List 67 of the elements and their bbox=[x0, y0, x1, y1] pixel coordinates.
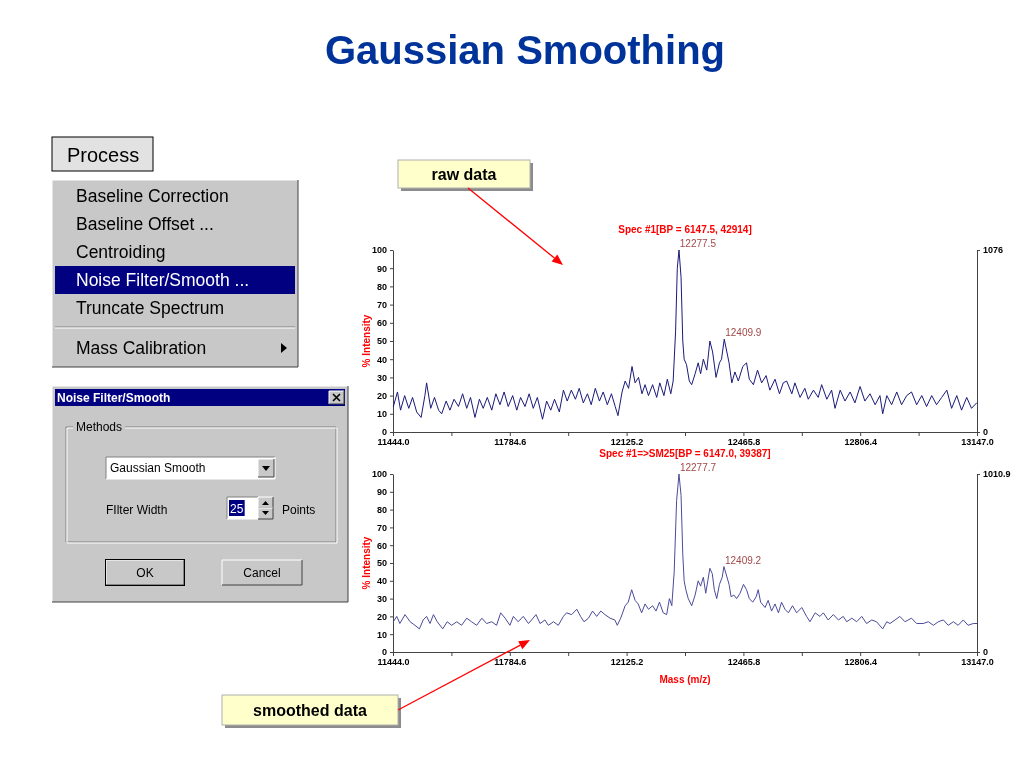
ok-button: OK bbox=[105, 559, 185, 586]
x-tick-label: 12806.4 bbox=[844, 437, 877, 448]
y-tick-label: 90 bbox=[376, 487, 387, 498]
dropdown-field: Gaussian Smooth bbox=[105, 456, 276, 480]
y-tick-label: 40 bbox=[376, 576, 387, 587]
text: FIlter Width bbox=[106, 503, 168, 517]
x-tick-label: 11444.0 bbox=[377, 657, 410, 668]
text: Methods bbox=[76, 420, 123, 434]
x-tick-label: 12125.2 bbox=[610, 437, 644, 448]
y-tick-label: 10 bbox=[376, 629, 387, 640]
y-tick-label: 70 bbox=[376, 299, 387, 310]
y-tick-label: 80 bbox=[376, 504, 387, 515]
y-tick-label: 70 bbox=[376, 522, 387, 533]
y-tick-label: 20 bbox=[376, 611, 387, 622]
dialog-header: Noise Filter/Smooth bbox=[55, 389, 345, 406]
text: Baseline Offset ... bbox=[76, 214, 214, 234]
text: Gaussian Smoothing bbox=[324, 28, 726, 72]
text-field: 25 bbox=[226, 496, 259, 520]
x-tick-label: 13147.0 bbox=[961, 437, 994, 448]
y2-tick-label: 1010.9 bbox=[983, 469, 1011, 480]
text: Baseline Correction bbox=[76, 186, 229, 206]
y-tick-label: 0 bbox=[381, 647, 387, 658]
chart-title: Spec #1[BP = 6147.5, 42914] bbox=[618, 224, 752, 235]
menu-button: Process bbox=[51, 136, 154, 172]
x-tick-label: 11444.0 bbox=[377, 437, 410, 448]
y2-tick-label: 1076 bbox=[983, 245, 1004, 256]
y-axis-title: % Intensity bbox=[361, 536, 372, 590]
chart-title: Spec #1=>SM25[BP = 6147.0, 39387] bbox=[599, 448, 771, 459]
text: Centroiding bbox=[76, 242, 166, 262]
line-series bbox=[392, 473, 978, 630]
y-tick-label: 90 bbox=[376, 263, 387, 274]
y2-tick-label: 0 bbox=[983, 427, 989, 438]
y-axis-title: % Intensity bbox=[361, 314, 372, 368]
x-tick-label: 12465.8 bbox=[727, 657, 761, 668]
y-tick-label: 80 bbox=[376, 281, 387, 292]
y-tick-label: 30 bbox=[376, 372, 387, 383]
y-tick-label: 100 bbox=[371, 245, 387, 256]
y-tick-label: 30 bbox=[376, 593, 387, 604]
y-tick-label: 50 bbox=[376, 336, 387, 347]
x-axis-title: Mass (m/z) bbox=[659, 674, 711, 685]
y-tick-label: 20 bbox=[376, 390, 387, 401]
callout-box: smoothed data bbox=[221, 694, 401, 728]
y-tick-label: 40 bbox=[376, 354, 387, 365]
x-tick-label: 11784.6 bbox=[494, 657, 527, 668]
cancel-button: Cancel bbox=[221, 559, 303, 586]
annotation: 12277.5 bbox=[679, 238, 717, 249]
annotation: 12409.2 bbox=[724, 554, 762, 566]
annotation: 12277.7 bbox=[679, 462, 717, 473]
x-tick-label: 12806.4 bbox=[844, 657, 877, 668]
text: Truncate Spectrum bbox=[76, 298, 225, 318]
x-tick-label: 12465.8 bbox=[727, 437, 761, 448]
line-series bbox=[392, 249, 978, 420]
callout-box: raw data bbox=[397, 159, 533, 191]
y-tick-label: 10 bbox=[376, 409, 387, 420]
x-tick-label: 11784.6 bbox=[494, 437, 527, 448]
y2-tick-label: 0 bbox=[983, 647, 989, 658]
text: Mass Calibration bbox=[76, 338, 207, 358]
y-tick-label: 0 bbox=[381, 427, 387, 438]
y-tick-label: 60 bbox=[376, 540, 387, 551]
y-tick-label: 100 bbox=[371, 469, 387, 480]
y-tick-label: 50 bbox=[376, 558, 387, 569]
x-tick-label: 12125.2 bbox=[610, 657, 644, 668]
text: Points bbox=[282, 503, 316, 517]
text: Noise Filter/Smooth ... bbox=[76, 270, 250, 290]
x-tick-label: 13147.0 bbox=[961, 657, 994, 668]
annotation: 12409.9 bbox=[725, 327, 762, 339]
y-tick-label: 60 bbox=[376, 318, 387, 329]
